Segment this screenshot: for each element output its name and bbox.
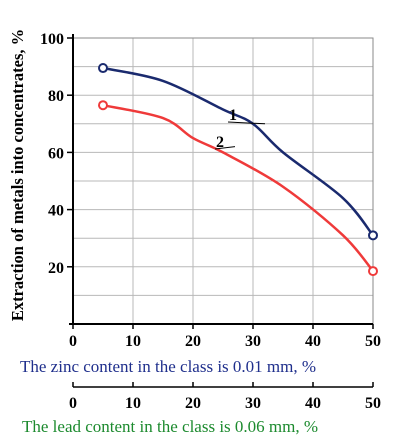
- y-tick-label: 80: [48, 88, 64, 105]
- series-line-1: [102, 66, 374, 237]
- grid-lines: [73, 38, 373, 324]
- series-line-2: [102, 103, 374, 272]
- series-label-leader: [227, 121, 266, 125]
- series-endpoint-marker: [98, 100, 108, 111]
- x-tick-label: 40: [305, 333, 321, 350]
- x2-tick-label: 10: [125, 395, 141, 412]
- x2-tick-label: 0: [69, 395, 77, 412]
- x2-tick-label: 40: [305, 395, 321, 412]
- x-axis-ticks: 0 10 20 30 40 50: [69, 324, 381, 350]
- series-label-leader: [214, 146, 236, 150]
- x2-tick-label: 20: [185, 395, 201, 412]
- x2-tick-label: 50: [365, 395, 381, 412]
- x-tick-label: 0: [69, 333, 77, 350]
- series-endpoint-marker: [98, 63, 108, 74]
- x-tick-label: 30: [245, 333, 261, 350]
- x-axis-title-lead: The lead content in the class is 0.06 mm…: [22, 417, 319, 436]
- x-tick-label: 20: [185, 333, 201, 350]
- y-tick-label: 20: [48, 260, 64, 277]
- y-tick-label: 60: [48, 145, 64, 162]
- series-label: 1: [229, 107, 237, 124]
- series-endpoint-marker: [368, 230, 378, 241]
- series-endpoint-marker: [368, 266, 378, 277]
- x2-axis: 0 10 20 30 40 50: [69, 382, 381, 412]
- x2-tick-label: 30: [245, 395, 261, 412]
- x-tick-label: 10: [125, 333, 141, 350]
- series-label: 2: [216, 134, 224, 151]
- series-lines: 12: [98, 63, 378, 277]
- y-tick-label: 100: [40, 31, 64, 48]
- y-tick-label: 40: [48, 203, 64, 220]
- x-tick-label: 50: [365, 333, 381, 350]
- y-axis-ticks: 20 40 60 80 100: [40, 31, 73, 277]
- x-axis-title-zinc: The zinc content in the class is 0.01 mm…: [20, 357, 317, 376]
- plot-frame: [69, 34, 374, 325]
- y-axis-title: Extraction of metals into concentrates, …: [8, 28, 28, 322]
